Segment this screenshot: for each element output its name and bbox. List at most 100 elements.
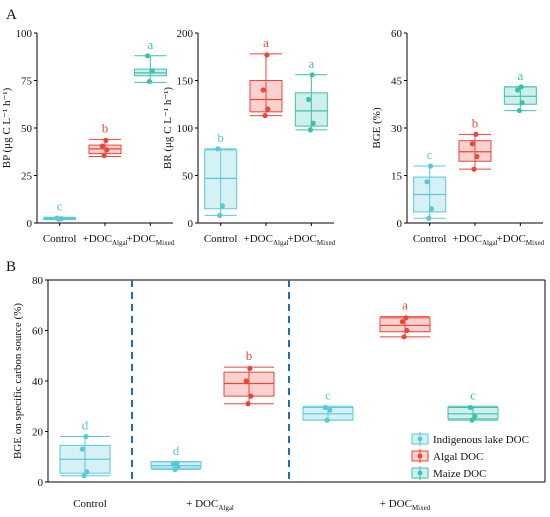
legend-item: Algal DOC <box>411 449 483 463</box>
y-tick-label: 0 <box>38 477 44 489</box>
box-br-1-point <box>262 113 268 119</box>
panel-label-a: A <box>6 7 17 23</box>
box-bp-0-point <box>54 215 60 221</box>
legend-item: Indigenous lake DOC <box>411 432 529 446</box>
y-tick-label: 25 <box>21 171 33 183</box>
x-tick-label: +DOCAlgal <box>83 233 128 247</box>
x-tick-label: Control <box>43 233 77 245</box>
y-tick-label: 75 <box>21 76 33 88</box>
x-tick-label: +DOCAlgal <box>244 233 289 247</box>
x-tick-label: +DOCAlgal <box>453 233 498 247</box>
box-bp-2-point <box>146 78 153 85</box>
chart-bge: 0 15 30 45 60 BGE (%) Control +DOCAlgal+DOCMixe… <box>371 28 545 247</box>
box-bp-0-sig-label: c <box>57 198 63 213</box>
chart-bp: 0 25 50 75 100 BP (μg C L⁻¹ h⁻¹) Control +DOCAl… <box>1 28 175 247</box>
box-bge-0-point <box>427 163 434 169</box>
box-br-1-sig-label: a <box>263 35 269 50</box>
y-tick-label: 0 <box>27 218 33 230</box>
box-br-2-point <box>310 120 316 126</box>
box-br-1-point <box>264 52 270 58</box>
chart-br: 0 50 100 150 200 BR (μg C L⁻¹ h⁻¹) Control +DOC… <box>162 28 336 247</box>
box-bp-2-point <box>149 68 155 74</box>
box-source-5-point <box>467 404 473 411</box>
x-tick-label: Control <box>413 233 447 245</box>
box-source-2-point <box>243 378 249 384</box>
box-bge-1-point <box>471 166 477 172</box>
box-br-0-point <box>215 146 221 152</box>
box-source-4-point <box>404 327 410 334</box>
legend-swatch-point <box>417 436 423 442</box>
box-bge-1-point <box>474 153 480 160</box>
y-tick-label: 100 <box>177 123 194 135</box>
box-bge-2-point <box>518 84 524 90</box>
box-br-2-box <box>294 92 328 127</box>
legend-item: Maize DOC <box>411 466 486 480</box>
x-tick-label: +DOCMixed <box>496 233 544 247</box>
box-source-4-point <box>403 315 409 321</box>
y-tick-label: 80 <box>32 275 44 287</box>
box-br-2-point <box>309 72 315 78</box>
legend-swatch-point <box>417 453 423 459</box>
box-br-2-point <box>306 96 312 103</box>
box-source-2-point <box>245 401 251 407</box>
box-bp-1-point <box>99 143 105 149</box>
chart-source: 0 20 40 60 80 BGE on specific carbon source (… <box>12 275 546 512</box>
box-source-0-sig-label: d <box>82 418 89 433</box>
y-tick-label: 50 <box>182 171 194 183</box>
y-tick-label: 60 <box>391 28 403 40</box>
box-source-3-sig-label: c <box>325 387 331 402</box>
box-source-3-point <box>327 407 333 413</box>
panel-label-b: B <box>6 259 16 275</box>
box-source-0-point <box>83 433 89 440</box>
legend-swatch-point <box>417 470 423 476</box>
box-bge-0-point <box>426 215 432 221</box>
box-bge-2-point <box>519 100 525 106</box>
box-source-1-point <box>174 460 180 466</box>
group-label: Control <box>73 498 107 510</box>
box-br-0-box <box>204 149 238 210</box>
y-tick-label: 100 <box>16 28 33 40</box>
box-source-0-point <box>84 469 90 475</box>
group-label: + DOCMixed <box>380 498 431 512</box>
x-tick-label: +DOCMixed <box>287 233 335 247</box>
box-source-3-point <box>322 404 328 411</box>
y-tick-label: 15 <box>391 171 403 183</box>
box-source-2-box <box>223 371 275 397</box>
box-bp-1-point <box>104 147 110 153</box>
box-source-5-point <box>469 417 475 423</box>
y-tick-label: 40 <box>32 376 44 388</box>
box-source-0-point <box>81 473 87 479</box>
box-bge-1-sig-label: b <box>472 115 479 130</box>
legend-label: Algal DOC <box>433 451 483 463</box>
box-source-5-sig-label: c <box>470 387 476 402</box>
box-bge-2-point <box>515 87 521 93</box>
y-axis-title: BR (μg C L⁻¹ h⁻¹) <box>162 87 174 169</box>
box-bp-1-point <box>103 137 109 143</box>
box-source-2-sig-label: b <box>246 348 253 363</box>
box-source-5-point <box>472 413 478 419</box>
box-br-1-point <box>260 87 266 93</box>
box-br-0-point <box>217 212 223 218</box>
box-br-0-point <box>219 203 226 209</box>
y-tick-label: 60 <box>32 326 44 338</box>
box-bge-1-box <box>458 140 492 162</box>
y-tick-label: 20 <box>32 427 44 439</box>
x-tick-label: +DOCMixed <box>126 233 174 247</box>
box-bge-2-sig-label: a <box>517 68 523 83</box>
box-source-4-point <box>401 334 407 340</box>
box-br-2-sig-label: a <box>308 56 314 71</box>
box-source-0-point <box>79 446 85 452</box>
box-source-4-point <box>399 319 405 325</box>
y-tick-label: 0 <box>397 218 403 230</box>
box-source-1-sig-label: d <box>173 443 180 458</box>
legend-label: Maize DOC <box>433 468 486 480</box>
box-br-1-box <box>249 80 283 113</box>
box-source-4-sig-label: a <box>402 298 408 313</box>
box-bp-2-point <box>145 53 151 59</box>
box-bge-1-point <box>469 141 475 147</box>
y-tick-label: 50 <box>21 123 33 135</box>
box-source-2-point <box>248 393 254 399</box>
box-bge-2-point <box>516 107 523 114</box>
y-axis-title: BGE (%) <box>371 107 383 149</box>
box-source-3-point <box>324 417 330 423</box>
